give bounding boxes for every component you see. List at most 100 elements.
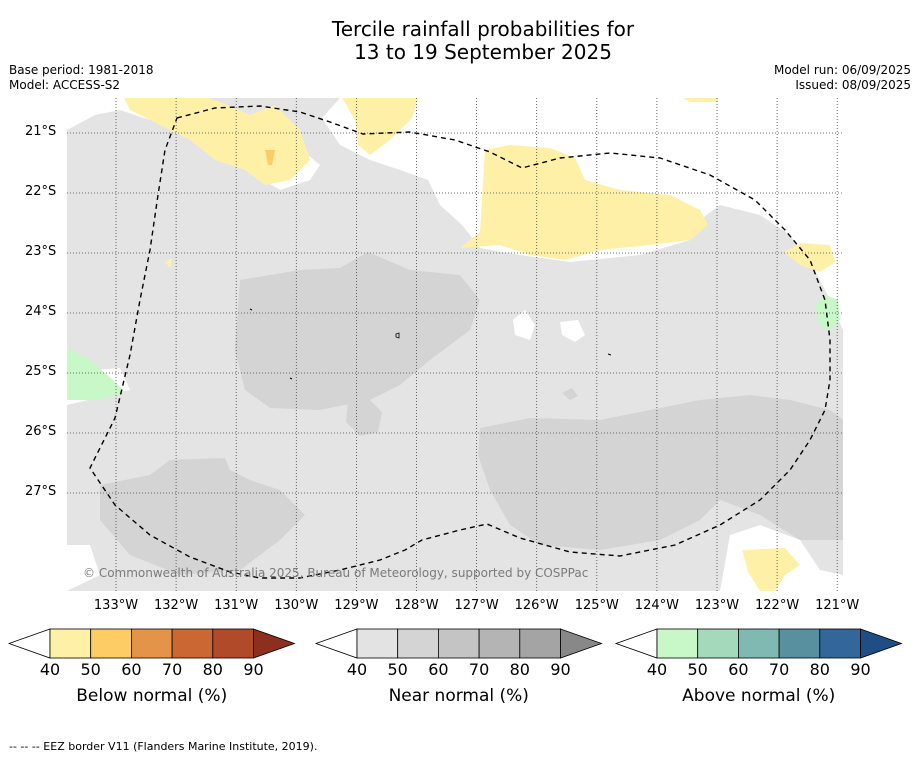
below-normal-40-area bbox=[683, 98, 718, 102]
island-marker bbox=[249, 308, 253, 311]
colorbar-tick-label: 80 bbox=[509, 660, 530, 679]
meta-right: Model run: 06/09/2025 Issued: 08/09/2025 bbox=[774, 63, 911, 93]
colorbar-segment bbox=[738, 628, 780, 659]
no-signal-area bbox=[560, 320, 585, 342]
colorbar-tick-label: 40 bbox=[646, 660, 668, 679]
title-line-1: Tercile rainfall probabilities for bbox=[331, 17, 635, 41]
colorbar-tick-label: 60 bbox=[121, 660, 142, 679]
colorbar-tick-label: 50 bbox=[687, 660, 708, 679]
below-normal-40-area bbox=[742, 548, 800, 591]
colorbar bbox=[314, 628, 603, 659]
colorbar-extend-low bbox=[7, 628, 51, 659]
longitude-label: 133°W bbox=[93, 598, 139, 613]
colorbar-tick-label: 60 bbox=[728, 660, 749, 679]
colorbar-title: Above normal (%) bbox=[682, 686, 836, 706]
colorbar-tick-label: 70 bbox=[468, 660, 490, 679]
near-normal-50-area bbox=[562, 388, 578, 400]
longitude-label: 125°W bbox=[574, 598, 619, 613]
longitude-label: 129°W bbox=[334, 598, 379, 613]
island-marker bbox=[395, 332, 400, 339]
island-marker bbox=[289, 377, 293, 380]
colorbar-tick-label: 80 bbox=[202, 660, 223, 679]
model-run: Model run: 06/09/2025 bbox=[773, 63, 911, 77]
latitude-label: 24°S bbox=[25, 304, 57, 319]
longitude-label: 127°W bbox=[454, 598, 499, 613]
colorbar bbox=[614, 628, 903, 659]
above-normal-40-area bbox=[67, 348, 125, 400]
above-normal-40-area bbox=[815, 295, 840, 332]
colorbar-extend-high bbox=[560, 628, 603, 659]
colorbar-tick-label: 40 bbox=[346, 660, 368, 679]
chart-title: Tercile rainfall probabilities for 13 to… bbox=[0, 18, 919, 64]
latitude-label: 27°S bbox=[25, 484, 57, 499]
latitude-label: 23°S bbox=[25, 244, 57, 259]
longitude-label: 128°W bbox=[394, 598, 439, 613]
colorbar-extend-high bbox=[860, 628, 903, 659]
colorbar-segment bbox=[478, 628, 521, 659]
longitude-label: 126°W bbox=[514, 598, 559, 613]
colorbar-tick-label: 50 bbox=[80, 660, 101, 679]
colorbar-extend-low bbox=[614, 628, 658, 659]
copyright-notice: © Commonwealth of Australia 2025, Bureau… bbox=[83, 566, 589, 580]
near-normal-50-area bbox=[346, 398, 382, 436]
below-normal-40-area bbox=[460, 145, 708, 260]
colorbar-tick-label: 90 bbox=[243, 660, 264, 679]
colorbar-segment bbox=[819, 628, 861, 659]
longitude-label: 130°W bbox=[274, 598, 319, 613]
colorbar-tick-label: 50 bbox=[387, 660, 408, 679]
near-normal-50-area bbox=[100, 458, 305, 575]
latitude-label: 22°S bbox=[25, 184, 57, 199]
no-signal-area bbox=[67, 545, 100, 591]
near-normal-50-area bbox=[235, 252, 480, 410]
issued-date: Issued: 08/09/2025 bbox=[795, 78, 911, 92]
eez-border-line bbox=[89, 105, 831, 579]
colorbar-segment bbox=[697, 628, 739, 659]
colorbar-tick-label: 90 bbox=[850, 660, 871, 679]
below-normal-40-area bbox=[124, 98, 310, 185]
colorbar-segment bbox=[778, 628, 821, 659]
meta-left: Base period: 1981-2018 Model: ACCESS-S2 bbox=[9, 63, 154, 93]
latitude-label: 26°S bbox=[25, 424, 57, 439]
colorbar-extend-high bbox=[253, 628, 296, 659]
colorbar-segment bbox=[171, 628, 214, 659]
colorbar-segment bbox=[519, 628, 561, 659]
title-line-2: 13 to 19 September 2025 bbox=[354, 40, 612, 64]
colorbar-extend-low bbox=[314, 628, 358, 659]
no-signal-area bbox=[513, 310, 535, 340]
colorbar-segment bbox=[130, 628, 173, 659]
model-name: Model: ACCESS-S2 bbox=[9, 78, 121, 92]
latitude-label: 25°S bbox=[25, 364, 57, 379]
below-normal-50-area bbox=[265, 150, 275, 165]
colorbar-segment bbox=[356, 628, 399, 659]
longitude-label: 121°W bbox=[815, 598, 860, 613]
graticule bbox=[67, 98, 843, 591]
colorbar-title: Near normal (%) bbox=[388, 686, 529, 706]
colorbar-tick-label: 70 bbox=[768, 660, 790, 679]
colorbar-segment bbox=[49, 628, 92, 659]
longitude-label: 124°W bbox=[634, 598, 679, 613]
colorbar-segment bbox=[90, 628, 132, 659]
below-normal-40-area bbox=[342, 98, 418, 155]
near-normal-50-area bbox=[478, 395, 843, 550]
colorbar-tick-label: 70 bbox=[161, 660, 183, 679]
colorbar-tick-label: 80 bbox=[809, 660, 830, 679]
longitude-label: 122°W bbox=[755, 598, 800, 613]
longitude-label: 123°W bbox=[694, 598, 740, 613]
colorbar-tick-label: 60 bbox=[428, 660, 449, 679]
colorbar bbox=[7, 628, 296, 659]
colorbar-tick-label: 90 bbox=[550, 660, 571, 679]
latitude-label: 21°S bbox=[25, 124, 57, 139]
colorbar-title: Below normal (%) bbox=[76, 686, 228, 706]
map-field bbox=[67, 98, 843, 591]
below-normal-40-area bbox=[165, 258, 172, 268]
longitude-label: 132°W bbox=[154, 598, 199, 613]
colorbar-tick-label: 40 bbox=[39, 660, 61, 679]
colorbar-segment bbox=[437, 628, 480, 659]
island-marker bbox=[607, 353, 612, 356]
footer-legend: -- -- -- EEZ border V11 (Flanders Marine… bbox=[9, 740, 318, 753]
colorbar-segment bbox=[656, 628, 699, 659]
below-normal-40-area bbox=[784, 243, 835, 272]
longitude-label: 131°W bbox=[214, 598, 259, 613]
colorbars bbox=[7, 628, 903, 659]
